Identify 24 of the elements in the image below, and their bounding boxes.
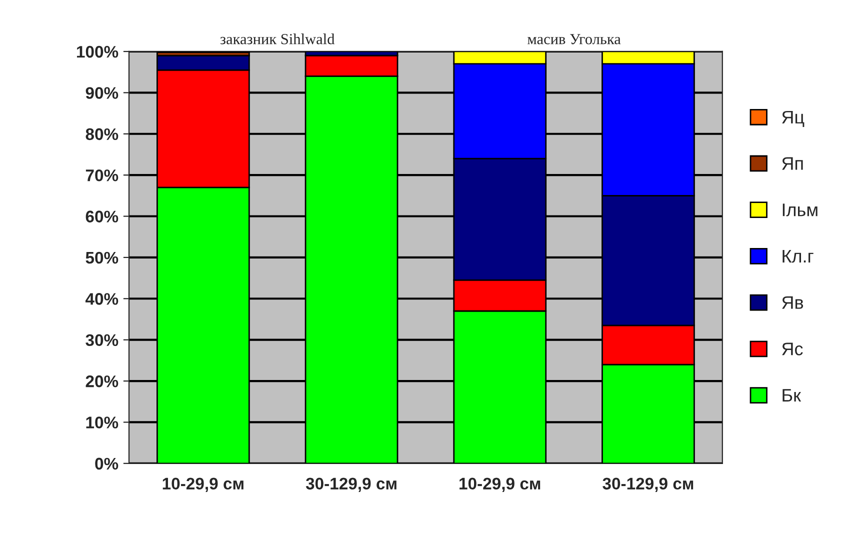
y-tick-label: 90% (86, 87, 118, 99)
y-tick-label: 10% (86, 416, 118, 428)
y-tick-label: 70% (86, 169, 118, 182)
x-tick-label: 10-29,9 см (162, 478, 244, 492)
x-tick-label: 30-129,9 см (306, 478, 396, 492)
legend-label: Яв (782, 296, 804, 309)
legend-label: Ільм (782, 204, 818, 216)
y-tick-label: 80% (86, 128, 118, 140)
y-tick-label: 60% (86, 210, 118, 222)
legend-label: Яц (782, 110, 804, 127)
y-tick-label: 100% (77, 46, 118, 58)
legend-label: Кл.г (782, 250, 814, 263)
y-tick-label: 40% (85, 293, 118, 305)
y-tick-label: 20% (86, 375, 118, 388)
legend-label: Яс (782, 342, 803, 356)
y-tick-label: 30% (86, 334, 118, 346)
legend-label: Бк (782, 389, 802, 402)
legend-label: Яп (782, 157, 803, 170)
y-tick-label: 50% (86, 252, 118, 264)
y-tick-label: 0% (95, 458, 118, 470)
text: заказник Sihlwald (220, 34, 335, 44)
text: масив Уголька (528, 34, 621, 44)
x-tick-label: 10-29,9 см (460, 478, 540, 492)
x-tick-label: 30-129,9 см (602, 478, 694, 492)
